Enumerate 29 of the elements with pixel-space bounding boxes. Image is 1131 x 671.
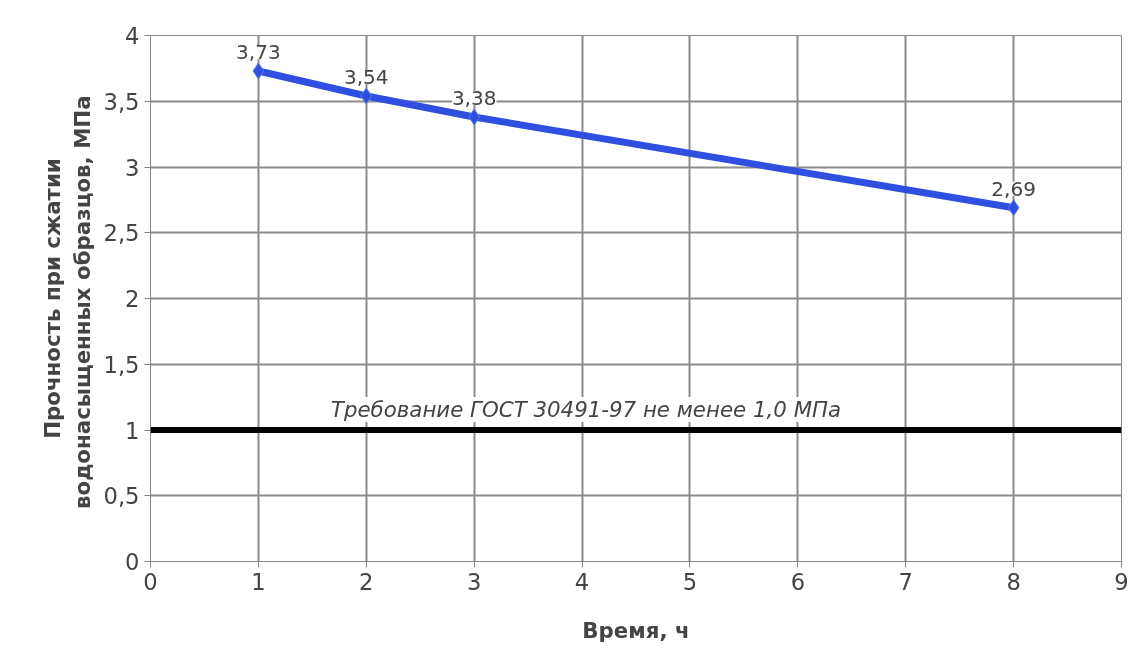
data-label: 3,38: [451, 86, 497, 111]
x-tick-label: 5: [682, 568, 698, 595]
x-tick-label: 3: [466, 568, 482, 595]
y-tick-label: 0: [125, 549, 140, 575]
data-label: 2,69: [991, 176, 1036, 201]
data-label: 3,73: [236, 40, 281, 64]
x-tick-label: 0: [143, 568, 158, 595]
x-tick-label: 1: [251, 568, 266, 595]
x-tick-label: 2: [359, 568, 374, 595]
x-tick-label: 6: [790, 568, 806, 595]
x-tick-label: 4: [574, 568, 590, 595]
point: [360, 87, 373, 105]
data-label: 3,54: [344, 64, 389, 89]
y-axis-title: Прочность при сжатии водонасыщенных образцов, МПа: [40, 95, 96, 510]
y-tick-label: 4: [125, 23, 140, 49]
point: [1007, 199, 1020, 217]
x-axis-title: Время, ч: [582, 617, 690, 643]
y-tick-label: 1: [125, 417, 140, 444]
y-tick-label: 0,5: [103, 483, 140, 510]
y-tick-label: 3,5: [103, 88, 140, 115]
point: [252, 62, 265, 80]
x-tick-label: 9: [1114, 568, 1129, 595]
y-tick-label: 3: [125, 154, 140, 181]
y-tick-label: 1,5: [103, 351, 140, 378]
ref-line-label: Требование ГОСТ 30491-97 не менее 1,0 МПа: [330, 397, 842, 422]
x-tick-label: 7: [898, 568, 913, 595]
y-tick-label: 2: [125, 286, 140, 312]
x-tick-label: 8: [1006, 568, 1021, 595]
y-tick-label: 2,5: [103, 220, 140, 247]
